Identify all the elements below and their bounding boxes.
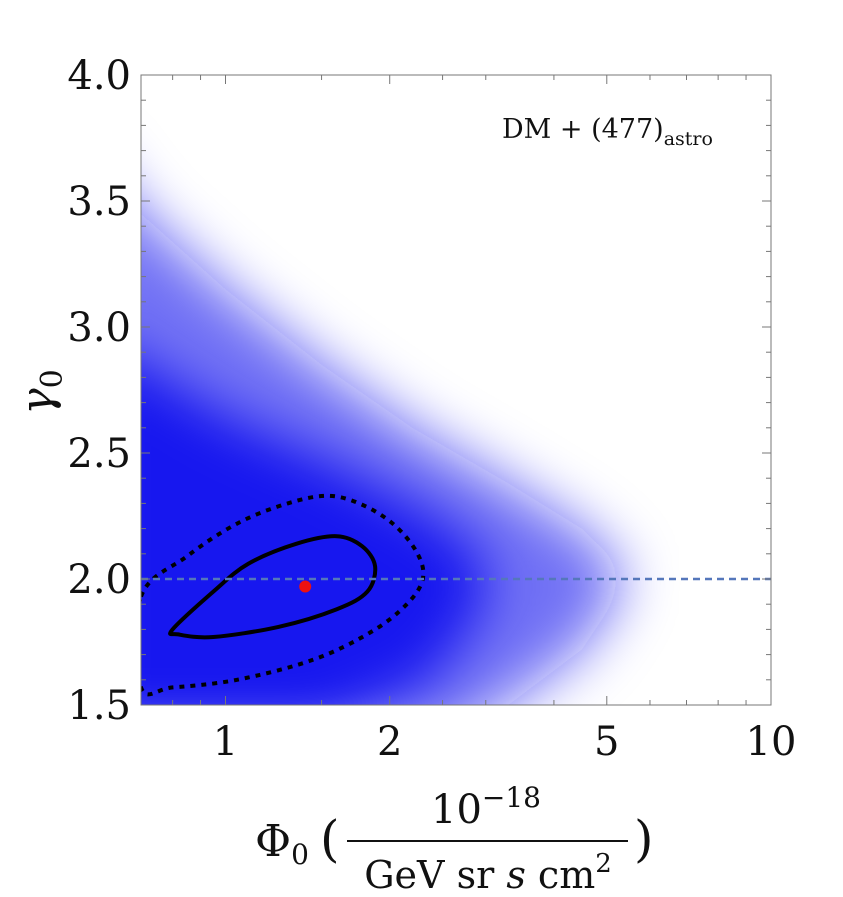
y-axis-symbol: γ [12, 388, 63, 415]
best-fit-point [299, 580, 312, 593]
y-axis-label: γ0 [12, 369, 70, 414]
x-axis-denominator: GeV sr s cm2 [364, 849, 612, 897]
y-tick-label: 4.0 [67, 53, 131, 99]
x-axis-denominator-italic: s [506, 853, 526, 897]
heatmap-core [141, 362, 486, 705]
ticks-layer [140, 74, 772, 706]
x-axis-numerator: 10−18 [431, 781, 541, 833]
tick-labels-layer: 1 2 5 10 1.5 2.0 2.5 3.0 3.5 4.0 [67, 53, 796, 765]
x-axis-open-paren: ( [320, 810, 340, 868]
x-axis-symbol-main: Φ [255, 816, 291, 867]
x-axis-denominator-main: GeV sr [364, 853, 506, 897]
heatmap-glow [141, 213, 621, 705]
x-tick-label: 2 [377, 719, 402, 765]
annotation: DM + (477)astro [502, 114, 713, 150]
contours-layer [141, 493, 426, 697]
x-tick-label: 5 [594, 719, 619, 765]
x-axis-symbol-sub: 0 [291, 838, 309, 871]
x-tick-label: 1 [213, 719, 238, 765]
plot-frame [140, 74, 772, 706]
y-tick-label: 3.5 [67, 179, 131, 225]
y-axis-symbol-sub: 0 [35, 369, 70, 388]
x-axis-numerator-exp: −18 [482, 781, 541, 814]
x-tick-label: 10 [746, 719, 797, 765]
x-axis-close-paren: ) [634, 810, 654, 868]
likelihood-heatmap [141, 213, 621, 705]
x-axis-symbol: Φ0 [255, 816, 309, 871]
x-axis-denominator-unit: cm [526, 853, 595, 897]
contour-2sigma [141, 493, 426, 697]
contour-1sigma [168, 534, 378, 640]
x-axis-numerator-base: 10 [431, 787, 482, 833]
annotation-sub: astro [664, 128, 713, 150]
y-tick-label: 1.5 [67, 683, 131, 729]
y-tick-label: 2.0 [67, 557, 131, 603]
x-axis-denominator-exp: 2 [595, 849, 612, 879]
annotation-main: DM + (477) [502, 114, 664, 145]
x-axis-label: Φ0 ( 10−18 GeV sr s cm2 ) [255, 781, 654, 897]
y-tick-label: 2.5 [67, 431, 131, 477]
y-tick-label: 3.0 [67, 305, 131, 351]
